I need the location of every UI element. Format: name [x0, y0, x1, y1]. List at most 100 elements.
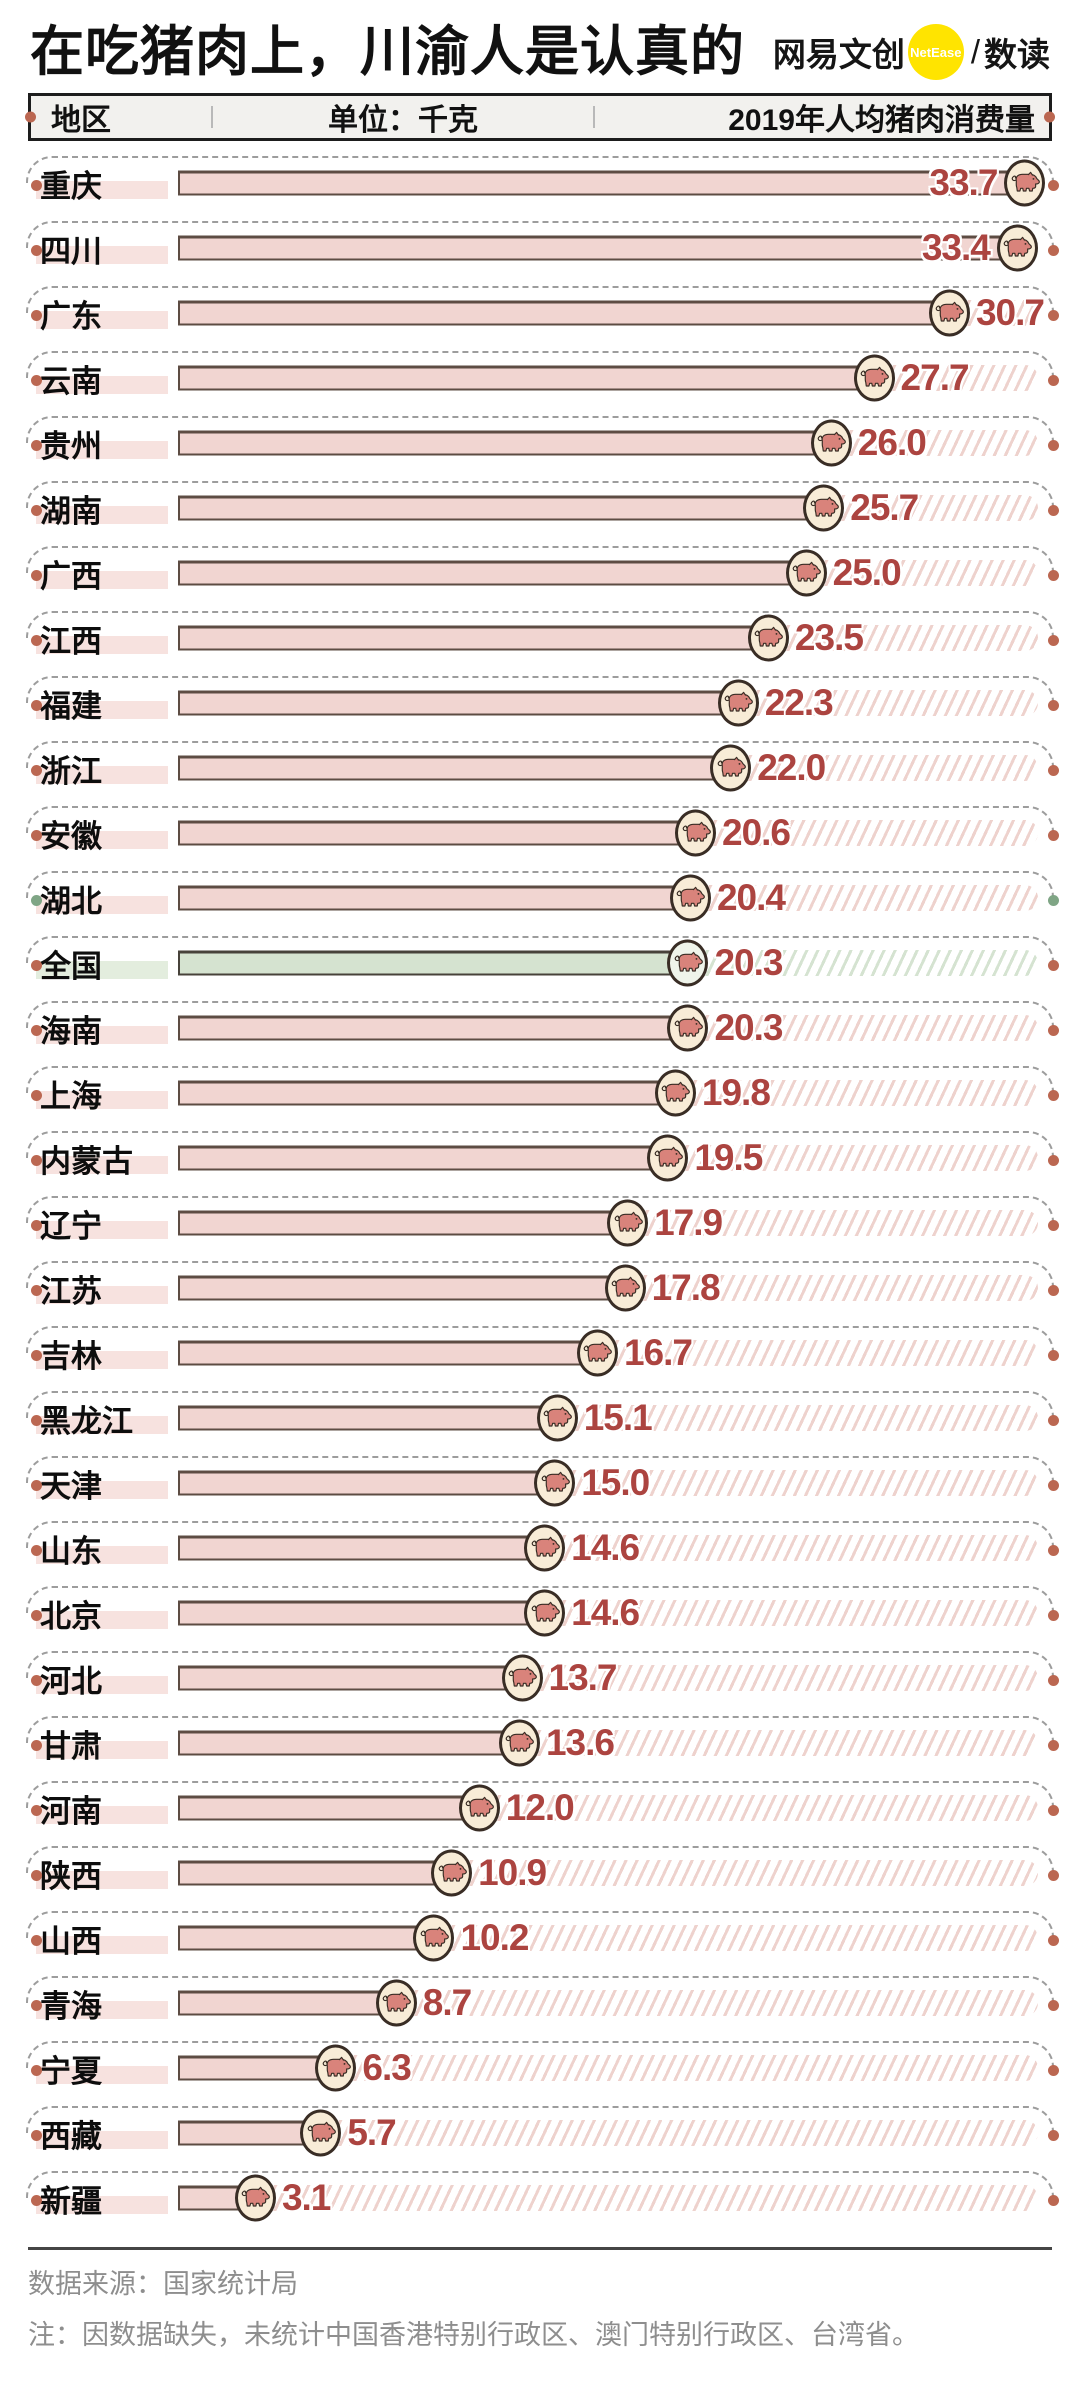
bar	[178, 1275, 626, 1301]
hatch-pattern	[515, 1730, 1038, 1757]
region-name: 四川	[40, 233, 102, 269]
hatch-pattern	[827, 430, 1038, 457]
row-left-dot-icon	[31, 894, 42, 906]
bar-track: 3.1	[178, 2166, 1038, 2231]
pig-icon	[1004, 159, 1046, 207]
row-content: 全国 20.3	[28, 931, 1052, 996]
bar-track: 20.3	[178, 931, 1038, 996]
region-label: 广东	[36, 289, 178, 337]
pig-icon	[996, 224, 1038, 272]
row-right-dot-icon	[1048, 1739, 1059, 1751]
chart-row: 河南 12.0	[26, 1776, 1059, 1841]
bar-track: 33.7	[178, 151, 1046, 216]
chart-row: 浙江 22.0	[26, 736, 1059, 801]
row-left-dot-icon	[31, 569, 42, 581]
row-content: 湖南 25.7	[28, 476, 1052, 541]
row-left-dot-icon	[31, 699, 42, 711]
label-highlight	[36, 831, 168, 850]
logo-separator: /	[970, 33, 980, 71]
bar	[178, 1795, 480, 1821]
row-left-dot-icon	[31, 2194, 42, 2206]
row-left-dot-icon	[31, 1154, 42, 1166]
row-content: 北京 14.6	[28, 1581, 1052, 1646]
row-right-dot-icon	[1048, 764, 1059, 776]
value-label: 23.5	[794, 617, 864, 659]
region-label: 黑龙江	[36, 1394, 178, 1442]
region-name: 云南	[40, 363, 102, 399]
brand-name: 网易文创	[772, 36, 905, 74]
bar-track: 15.0	[178, 1451, 1038, 1516]
bar	[178, 755, 732, 781]
row-right-dot-icon	[1048, 569, 1059, 581]
bar-track: 26.0	[178, 411, 1038, 476]
bar-track: 20.6	[178, 801, 1038, 866]
bar	[178, 1470, 556, 1496]
bar	[178, 1600, 546, 1626]
bar-track: 33.4	[178, 216, 1038, 281]
bar-track: 20.4	[178, 866, 1038, 931]
bar	[178, 300, 950, 326]
row-left-dot-icon	[31, 1544, 42, 1556]
region-name: 甘肃	[40, 1728, 102, 1764]
column-unit: 单位：千克	[328, 103, 478, 137]
label-highlight	[36, 1936, 168, 1955]
pig-icon	[654, 1069, 696, 1117]
region-label: 浙江	[36, 744, 178, 792]
value-label: 12.0	[505, 1787, 575, 1829]
value-label: 19.8	[701, 1072, 771, 1114]
chart-row: 宁夏 6.3	[26, 2036, 1059, 2101]
bar	[178, 495, 825, 521]
row-left-dot-icon	[31, 1089, 42, 1101]
value-label: 13.6	[545, 1722, 615, 1764]
chart-row: 甘肃 13.6	[26, 1711, 1059, 1776]
region-name: 山东	[40, 1533, 102, 1569]
row-left-dot-icon	[31, 1414, 42, 1426]
row-content: 四川 33.4	[28, 216, 1052, 281]
region-name: 河北	[40, 1663, 102, 1699]
hatch-pattern	[541, 1535, 1038, 1562]
pig-icon	[524, 1589, 566, 1637]
chart-row: 四川 33.4	[26, 216, 1059, 281]
header: 在吃猪肉上，川渝人是认真的 网易文创 NetEase / 数读	[28, 0, 1052, 91]
pig-icon	[669, 874, 711, 922]
region-label: 西藏	[36, 2109, 178, 2157]
value-label: 20.4	[716, 877, 786, 919]
chart-row: 安徽 20.6	[26, 801, 1059, 866]
value-label: 5.7	[347, 2112, 396, 2154]
chart-row: 广东 30.7	[26, 281, 1059, 346]
label-highlight	[36, 1351, 168, 1370]
row-right-dot-icon	[1048, 244, 1059, 256]
hatch-pattern	[448, 1860, 1038, 1887]
row-left-dot-icon	[31, 829, 42, 841]
region-label: 甘肃	[36, 1719, 178, 1767]
value-label: 17.8	[651, 1267, 721, 1309]
row-right-dot-icon	[1048, 1219, 1059, 1231]
bar-track: 27.7	[178, 346, 1038, 411]
netease-badge-icon: NetEase	[907, 24, 964, 81]
value-label: 19.5	[694, 1137, 763, 1179]
chart-row: 山西 10.2	[26, 1906, 1059, 1971]
bar	[178, 1210, 629, 1236]
hatch-pattern	[764, 625, 1038, 652]
value-label: 13.7	[548, 1657, 618, 1699]
footer-divider	[28, 2246, 1052, 2250]
region-name: 陕西	[40, 1858, 102, 1894]
bar	[178, 1405, 558, 1431]
bar-track: 20.3	[178, 996, 1038, 1061]
region-name: 天津	[40, 1468, 102, 1504]
pig-icon	[710, 744, 752, 792]
value-label: 17.9	[654, 1202, 723, 1244]
row-right-dot-icon	[1048, 634, 1059, 646]
bar-track: 25.0	[178, 541, 1038, 606]
value-label: 20.6	[722, 812, 791, 854]
region-label: 河南	[36, 1784, 178, 1832]
region-name: 海南	[40, 1013, 102, 1049]
label-highlight	[36, 506, 168, 525]
label-highlight	[36, 2131, 168, 2150]
row-content: 浙江 22.0	[28, 736, 1052, 801]
label-highlight	[36, 701, 168, 720]
bar	[178, 1015, 689, 1041]
row-content: 黑龙江 15.1	[28, 1386, 1052, 1451]
bar	[178, 885, 691, 911]
row-content: 宁夏 6.3	[28, 2036, 1052, 2101]
